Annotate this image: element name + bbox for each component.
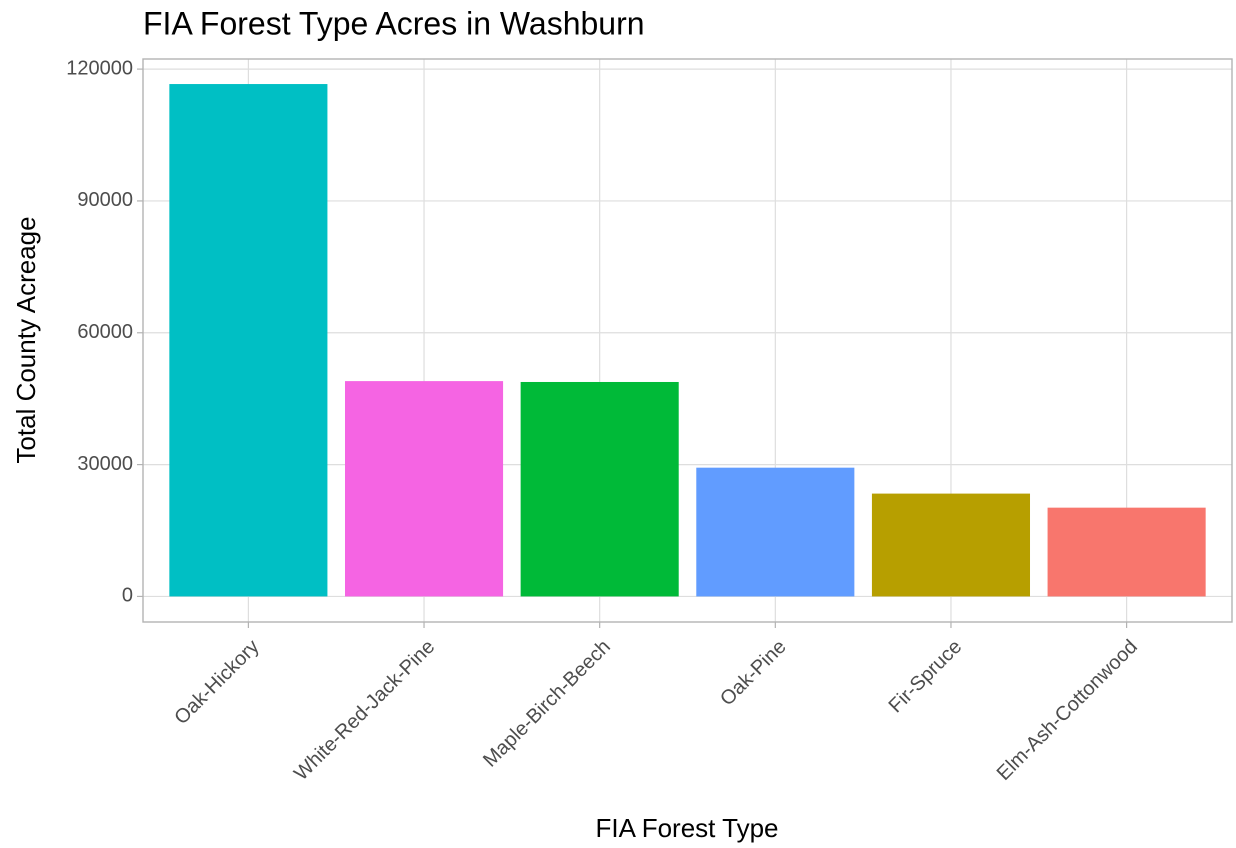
y-tick-label: 30000 [77,453,133,475]
x-tick-label: White-Red-Jack-Pine [290,636,439,785]
x-tick-label: Oak-Pine [716,636,791,711]
y-tick-label: 120000 [66,57,133,79]
chart-title: FIA Forest Type Acres in Washburn [143,5,645,41]
bar [871,493,1031,597]
x-tick-label: Fir-Spruce [885,636,967,718]
x-tick-label: Oak-Hickory [170,636,263,729]
x-tick-label: Elm-Ash-Cottonwood [993,636,1142,785]
bar [169,84,328,597]
bar [696,467,855,597]
y-tick-label: 90000 [77,189,133,211]
panel-border [142,58,1233,623]
bar [344,381,504,597]
bar [520,381,679,597]
bar [1047,507,1206,597]
y-tick-label: 0 [122,585,133,607]
x-tick-label: Maple-Birch-Beech [479,636,615,772]
x-axis-title: FIA Forest Type [595,813,778,843]
y-axis-title: Total County Acreage [11,216,41,463]
y-tick-label: 60000 [77,321,133,343]
